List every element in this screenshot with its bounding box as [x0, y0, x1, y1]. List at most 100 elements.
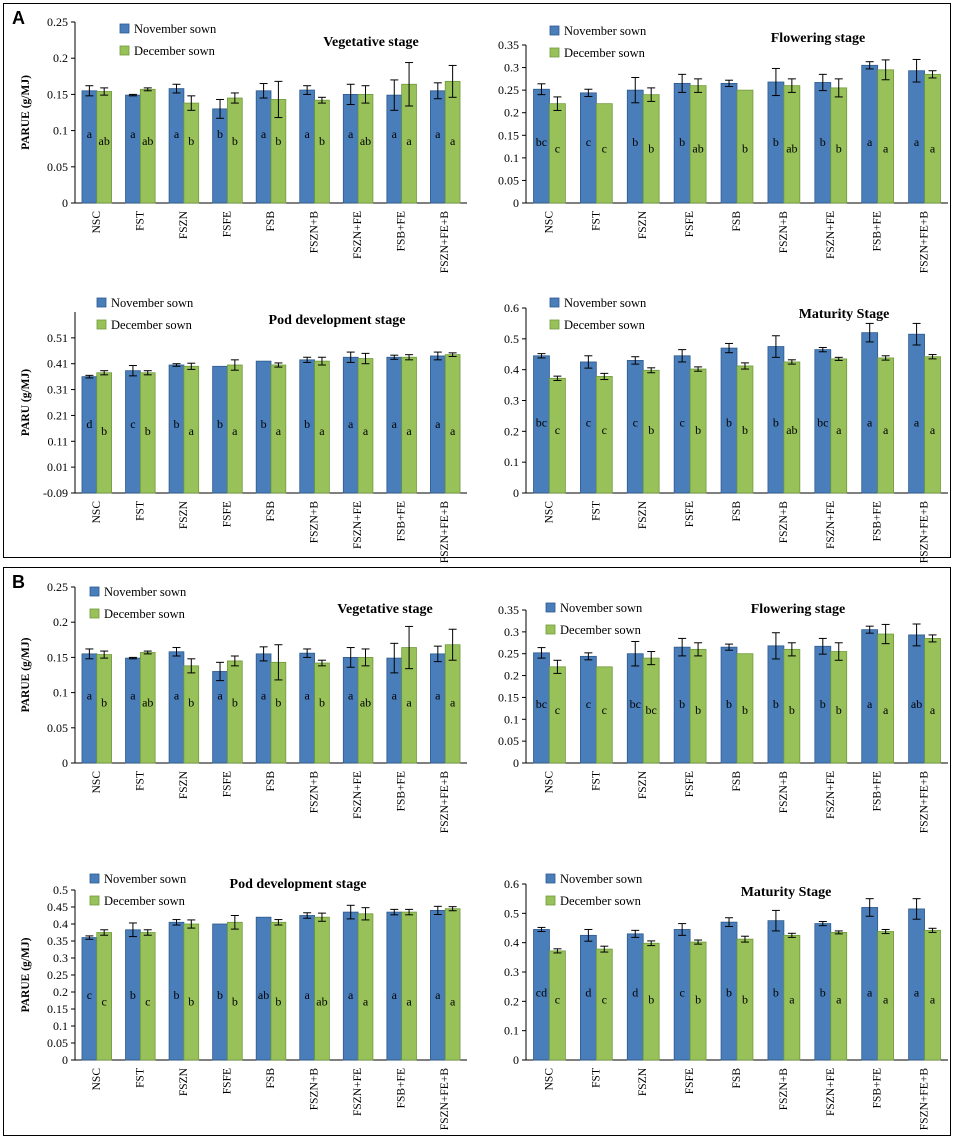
y-tick-label: 0.05	[498, 734, 519, 748]
y-tick-label: 0.05	[47, 160, 68, 174]
significance-letter: a	[450, 696, 456, 710]
x-tick-label: FSZN	[637, 500, 649, 529]
bar-december-fszn-fe	[357, 657, 374, 764]
x-tick-label: FSZN+FE+B	[439, 501, 451, 564]
significance-letter: b	[232, 696, 238, 710]
significance-letter: a	[435, 417, 441, 431]
y-tick-label: 0.15	[47, 1002, 68, 1016]
significance-letter: b	[632, 135, 638, 149]
x-tick-label: FSZN	[637, 1067, 649, 1096]
bar-chart-a-flowering-stage: 0 0.05 0.1 0.15 0.2 0.25 0.3 0.35 Flowering stag…	[498, 24, 948, 273]
significance-letter: a	[435, 988, 441, 1002]
significance-letter: b	[173, 988, 179, 1002]
significance-letter: b	[648, 993, 654, 1007]
bar-november-fsb	[720, 82, 738, 204]
x-tick-label: FSZN+FE	[825, 501, 837, 549]
x-tick-label: FSZN	[178, 500, 190, 529]
y-tick-label: 0.2	[504, 669, 519, 683]
significance-letter: c	[586, 697, 591, 711]
significance-letter: a	[174, 689, 180, 703]
x-tick-label: FSFE	[684, 1068, 696, 1094]
x-tick-label: FSB+FE	[872, 501, 884, 541]
significance-letter: a	[392, 689, 398, 703]
x-tick-label: FSZN+B	[309, 1068, 321, 1111]
y-tick-label: 0.1	[53, 124, 68, 138]
y-tick-label: 0.45	[47, 900, 68, 914]
legend-item-november-label: November sown	[564, 24, 647, 38]
y-tick-label: 0.4	[504, 363, 519, 377]
bar-november-fsb-fe	[861, 332, 879, 494]
legend-item-november-label: November sown	[560, 872, 643, 886]
significance-letter: c	[679, 986, 684, 1000]
significance-letter: b	[188, 134, 194, 148]
bar-november-fst	[125, 657, 141, 764]
bar-december-fszn-b	[314, 916, 330, 1061]
y-tick-label: 0.6	[504, 877, 519, 891]
y-tick-label: 0.4	[504, 936, 519, 950]
x-tick-label: FSB	[265, 1068, 277, 1089]
significance-letter: a	[867, 697, 873, 711]
x-tick-label: FSZN+FE	[352, 211, 364, 259]
x-tick-label: FSZN+FE+B	[439, 211, 451, 274]
significance-letter: a	[348, 689, 354, 703]
bar-november-fsb-fe	[861, 907, 879, 1061]
significance-letter: ab	[360, 696, 371, 710]
y-tick-label: 0.11	[47, 434, 68, 448]
y-tick-label: 0.1	[504, 151, 519, 165]
legend-item-november-label: November sown	[564, 296, 647, 310]
significance-letter: b	[742, 703, 748, 717]
significance-letter: a	[392, 417, 398, 431]
significance-letter: a	[836, 993, 842, 1007]
y-tick-label: 0.2	[504, 106, 519, 120]
significance-letter: a	[883, 703, 889, 717]
bar-november-fszn-fe	[342, 94, 359, 204]
significance-letter: d	[585, 986, 591, 1000]
bar-chart-b-vegetative-stage: 0 0.05 0.1 0.15 0.2 0.25 PARUE (g/MJ) Vegetativ…	[20, 580, 467, 834]
y-tick-label: 0.3	[504, 394, 519, 408]
significance-letter: a	[450, 134, 456, 148]
y-tick-label: 0.25	[47, 580, 68, 594]
significance-letter: d	[86, 417, 92, 431]
significance-letter: b	[679, 135, 685, 149]
x-tick-label: FSZN+FE+B	[439, 771, 451, 834]
bar-november-fszn-fe-b	[908, 908, 925, 1061]
legend-item-december-label: December sown	[111, 318, 193, 332]
bar-december-fsb	[736, 89, 754, 204]
x-tick-label: FSB+FE	[872, 1068, 884, 1108]
significance-letter: a	[914, 415, 920, 429]
significance-letter: a	[363, 424, 369, 438]
y-tick-label: 0	[513, 486, 519, 500]
x-tick-label: FSZN+B	[778, 771, 790, 814]
x-tick-label: FSZN+FE+B	[439, 1068, 451, 1131]
bar-december-fst	[595, 103, 613, 204]
legend-item-december-swatch	[545, 624, 556, 635]
y-tick-label: 0.2	[53, 51, 68, 65]
bar-december-fszn	[183, 665, 200, 764]
significance-letter: c	[555, 993, 560, 1007]
significance-letter: a	[87, 689, 93, 703]
y-axis-label: PARUE (g/MJ)	[20, 937, 32, 1012]
bar-november-nsc	[81, 376, 98, 494]
legend-item-december-swatch	[89, 895, 100, 906]
significance-letter: b	[232, 134, 238, 148]
significance-letter: a	[348, 417, 354, 431]
significance-letter: ab	[258, 988, 269, 1002]
bar-december-fszn-fe	[357, 913, 374, 1061]
x-tick-label: FSZN+FE	[352, 1068, 364, 1116]
significance-letter: a	[930, 423, 936, 437]
x-tick-label: FSZN	[178, 1067, 190, 1096]
significance-letter: b	[773, 986, 779, 1000]
y-tick-label: 0	[513, 756, 519, 770]
x-tick-label: FSB+FE	[872, 211, 884, 251]
bar-chart-b-pod-development-stage: 0 0.05 0.1 0.15 0.2 0.25 0.3 0.35 0.4 0.45 0.5 PARU…	[20, 872, 467, 1131]
bar-december-fszn-fe-b	[444, 908, 461, 1061]
significance-letter: a	[867, 135, 873, 149]
significance-letter: a	[406, 696, 412, 710]
bar-december-fsb-fe	[877, 633, 895, 764]
legend-item-november-swatch	[96, 297, 107, 308]
significance-letter: bc	[817, 415, 828, 429]
significance-letter: c	[633, 415, 638, 429]
significance-letter: a	[930, 703, 936, 717]
y-axis-label: PARUE (g/MJ)	[20, 75, 32, 150]
significance-letter: a	[836, 423, 842, 437]
